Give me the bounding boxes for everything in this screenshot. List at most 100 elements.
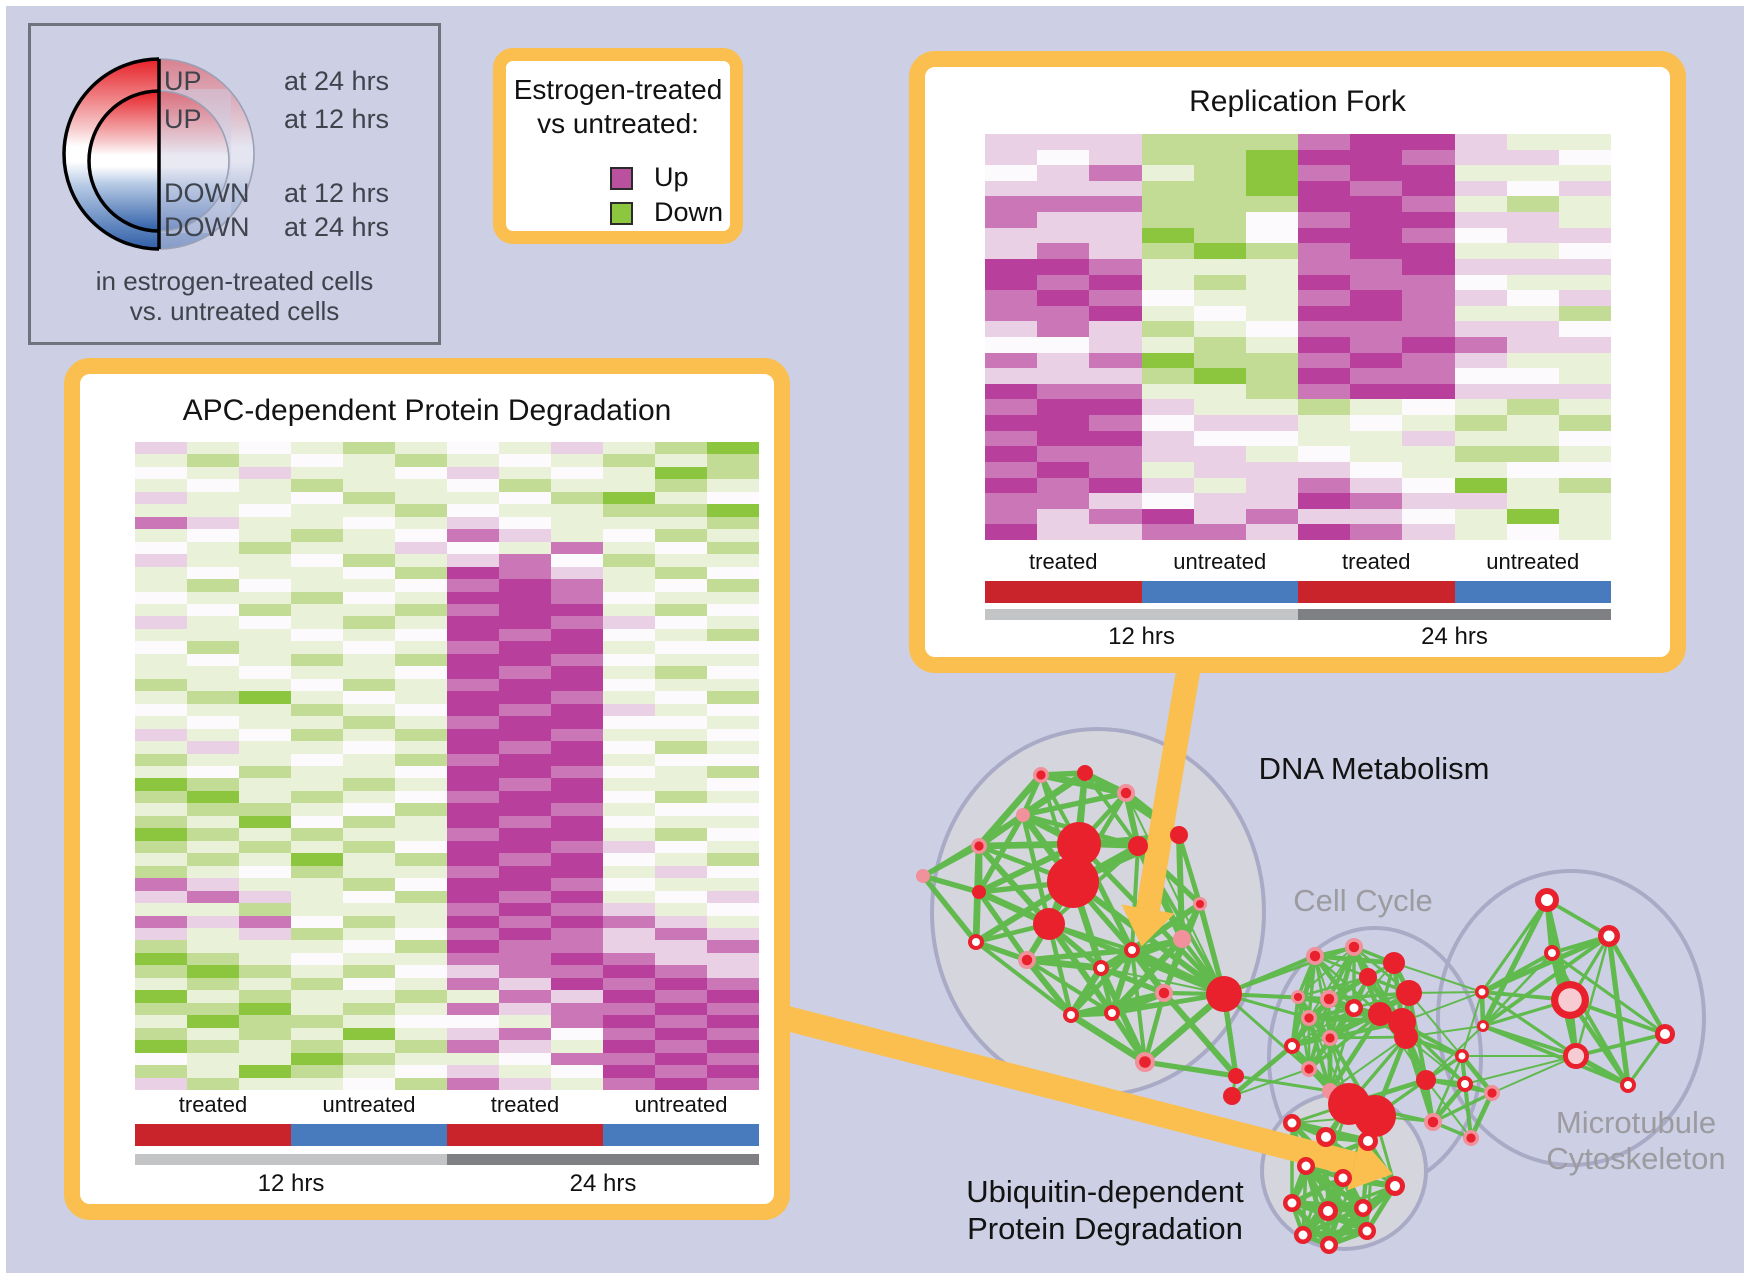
repfork-time-label-12: 12 hrs xyxy=(1108,623,1175,650)
orange-arrow-shaft xyxy=(1136,664,1201,911)
gene-node xyxy=(1057,822,1101,866)
gene-node xyxy=(1033,908,1065,940)
gene-node-halo xyxy=(1325,1033,1335,1043)
gene-node-pink xyxy=(916,869,930,883)
up-color-swatch xyxy=(610,167,633,190)
gene-node-donut xyxy=(1461,1080,1469,1088)
gene-node-donut xyxy=(1624,1081,1632,1089)
repfork-time-label-24: 24 hrs xyxy=(1421,623,1488,650)
estrogen-legend-title-line1: Estrogen-treated xyxy=(513,74,723,105)
cluster-label: DNA Metabolism xyxy=(1259,751,1490,786)
gene-node-pink xyxy=(1173,930,1191,948)
gene-node xyxy=(1047,856,1099,908)
gene-node xyxy=(1223,1087,1241,1105)
gene-node-donut xyxy=(1298,1230,1308,1240)
cluster-label: Cell Cycle xyxy=(1293,883,1433,918)
gene-node xyxy=(1170,826,1188,844)
repfork-time-labels: 12 hrs 24 hrs xyxy=(985,623,1611,651)
gene-node-halo xyxy=(1021,954,1033,966)
replication-fork-panel: Replication Fork treated untreated treat… xyxy=(909,51,1686,673)
legend-time: at 12 hrs xyxy=(284,178,390,208)
repfork-condition-bar xyxy=(985,581,1611,603)
gene-node-donut xyxy=(1660,1029,1670,1039)
updown-circles-graphic xyxy=(62,57,256,251)
gene-node xyxy=(1394,1025,1418,1049)
apc-heatmap xyxy=(135,442,759,1090)
legend-time: at 24 hrs xyxy=(284,212,390,242)
gene-node-donut xyxy=(1288,1042,1296,1050)
gene-node-donut xyxy=(1480,1023,1486,1029)
legend-caption-line1: in estrogen-treated cells xyxy=(95,266,374,296)
gene-node-halo xyxy=(1427,1116,1439,1128)
gene-node-donut xyxy=(1097,964,1105,972)
legend-term: DOWN xyxy=(164,212,250,242)
gene-node-donut xyxy=(1067,1011,1075,1019)
gene-node-donut xyxy=(1323,1206,1333,1216)
repfork-group-label: untreated xyxy=(1486,549,1580,574)
microtubule-ellipse xyxy=(1436,869,1706,1167)
down-color-swatch xyxy=(610,202,633,225)
apc-panel: APC-dependent Protein Degradation treate… xyxy=(64,358,790,1220)
legend-term: DOWN xyxy=(164,178,250,208)
gene-node-donut xyxy=(1349,1003,1359,1013)
repfork-group-label: treated xyxy=(1342,549,1411,574)
cluster-label: Cytoskeleton xyxy=(1546,1141,1725,1176)
gene-node xyxy=(1416,1070,1436,1090)
gene-node xyxy=(1228,1068,1244,1084)
repfork-time-bar xyxy=(985,609,1611,620)
gene-node xyxy=(972,885,986,899)
gene-node-donut xyxy=(1390,1181,1400,1191)
orange-arrow-shaft xyxy=(754,998,1358,1177)
legend-time: at 12 hrs xyxy=(284,104,390,134)
apc-group-label: treated xyxy=(178,1092,248,1117)
cluster-label: Protein Degradation xyxy=(967,1211,1243,1246)
repfork-panel-title: Replication Fork xyxy=(1189,85,1406,118)
estrogen-legend-box: Estrogen-treated vs untreated: Up Down xyxy=(493,48,743,244)
up-label: Up xyxy=(654,162,689,192)
repfork-heatmap xyxy=(985,134,1611,540)
gene-node xyxy=(1354,1095,1396,1137)
apc-panel-title: APC-dependent Protein Degradation xyxy=(182,394,672,427)
apc-group-label: untreated xyxy=(322,1092,416,1117)
gene-node-pale xyxy=(1558,988,1582,1012)
network-svg: DNA Metabolism Cell Cycle MicrotubuleCytos… xyxy=(754,664,1726,1254)
gene-node-donut xyxy=(1301,1161,1311,1171)
repfork-group-labels: treated untreated treated untreated xyxy=(985,549,1611,575)
gene-node-donut xyxy=(1548,949,1556,957)
estrogen-legend-title-line2: vs untreated: xyxy=(537,108,699,139)
gene-node-halo xyxy=(1120,787,1132,799)
gene-node-halo xyxy=(1139,1056,1151,1068)
gene-node-halo xyxy=(1158,987,1170,999)
repfork-group-label: treated xyxy=(1029,549,1098,574)
orange-arrow-head xyxy=(1347,1137,1393,1191)
orange-arrow-head xyxy=(1121,904,1175,947)
gene-node-pale xyxy=(1567,1047,1585,1065)
gene-node-halo xyxy=(1304,1064,1314,1074)
legend-caption-line2: vs. untreated cells xyxy=(129,296,340,326)
gene-node-donut xyxy=(1603,930,1615,942)
gene-node xyxy=(1368,1002,1392,1026)
gene-node-halo xyxy=(1195,899,1205,909)
apc-condition-bar xyxy=(135,1124,759,1146)
inner-left-arc xyxy=(87,89,160,233)
inner-right-wash xyxy=(159,89,231,233)
gene-node-donut xyxy=(1287,1118,1297,1128)
gene-node-halo xyxy=(1293,992,1303,1002)
gene-node-pink xyxy=(1016,808,1030,822)
apc-time-label-12: 12 hrs xyxy=(257,1170,325,1197)
apc-group-label: treated xyxy=(490,1092,560,1117)
gene-node-donut xyxy=(1358,1203,1368,1213)
cluster-label: Ubiquitin-dependent xyxy=(966,1174,1244,1209)
repfork-group-label: untreated xyxy=(1173,549,1267,574)
estrogen-legend-title: Estrogen-treated vs untreated: xyxy=(506,73,730,141)
gene-node-donut xyxy=(1287,1198,1297,1208)
gene-node-donut xyxy=(1363,1136,1373,1146)
gene-node-donut xyxy=(1324,1240,1334,1250)
apc-group-labels: treated untreated treated untreated xyxy=(135,1092,759,1118)
gene-node xyxy=(1383,952,1405,974)
connector-arrows xyxy=(754,664,1393,1191)
gene-node-halo xyxy=(1487,1088,1497,1098)
gene-node-donut xyxy=(1108,1009,1116,1017)
gene-node-halo xyxy=(974,841,984,851)
